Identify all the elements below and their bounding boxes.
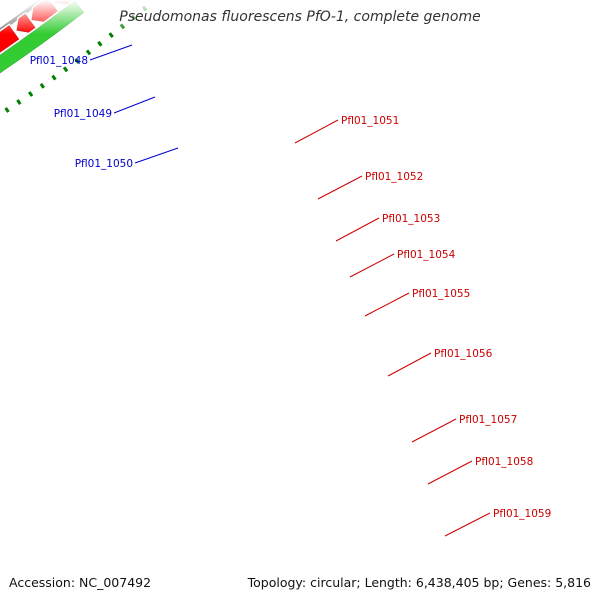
gene-leader-line	[89, 44, 133, 61]
gene-label: Pfl01_1057	[459, 414, 517, 426]
gene-label: Pfl01_1050	[75, 158, 133, 170]
gene-leader-line	[113, 96, 156, 114]
gene-leader-line	[317, 175, 363, 200]
gene-label: Pfl01_1053	[382, 213, 440, 225]
genome-summary: Topology: circular; Length: 6,438,405 bp…	[247, 575, 591, 590]
minor-tick	[4, 107, 10, 113]
gene-leader-line	[134, 147, 179, 164]
gene-label: Pfl01_1051	[341, 115, 399, 127]
gene-label: Pfl01_1054	[397, 249, 456, 261]
minor-tick	[16, 99, 22, 105]
minor-tick	[154, 0, 159, 3]
minor-tick	[97, 40, 103, 47]
minor-tick	[108, 32, 114, 38]
map-title: Pseudomonas fluorescens PfO-1, complete …	[119, 9, 481, 25]
gene-label: Pfl01_1048	[30, 55, 88, 67]
gene-leader-line	[294, 119, 339, 144]
minor-tick	[85, 49, 92, 56]
minor-tick	[51, 74, 57, 81]
gene-label: Pfl01_1049	[54, 108, 112, 120]
gene-leader-line	[364, 292, 410, 317]
gene-leader-line	[411, 418, 457, 443]
minor-tick	[62, 66, 69, 73]
outer-tick-ring	[4, 0, 159, 113]
gene-leader-line	[387, 352, 432, 377]
gene-label: Pfl01_1058	[475, 456, 533, 468]
accession-text: Accession: NC_007492	[9, 575, 152, 590]
gene-leader-line	[349, 253, 395, 278]
minor-tick	[74, 57, 80, 64]
gene-label: Pfl01_1059	[493, 508, 551, 520]
gene-label: Pfl01_1055	[412, 288, 470, 300]
gene-leader-line	[444, 512, 491, 537]
gene-label: Pfl01_1056	[434, 348, 493, 360]
minor-tick	[27, 91, 34, 97]
gene-label: Pfl01_1052	[365, 171, 423, 183]
minor-tick	[39, 82, 45, 89]
gene-leader-line	[427, 460, 473, 485]
gene-leader-line	[335, 217, 380, 242]
